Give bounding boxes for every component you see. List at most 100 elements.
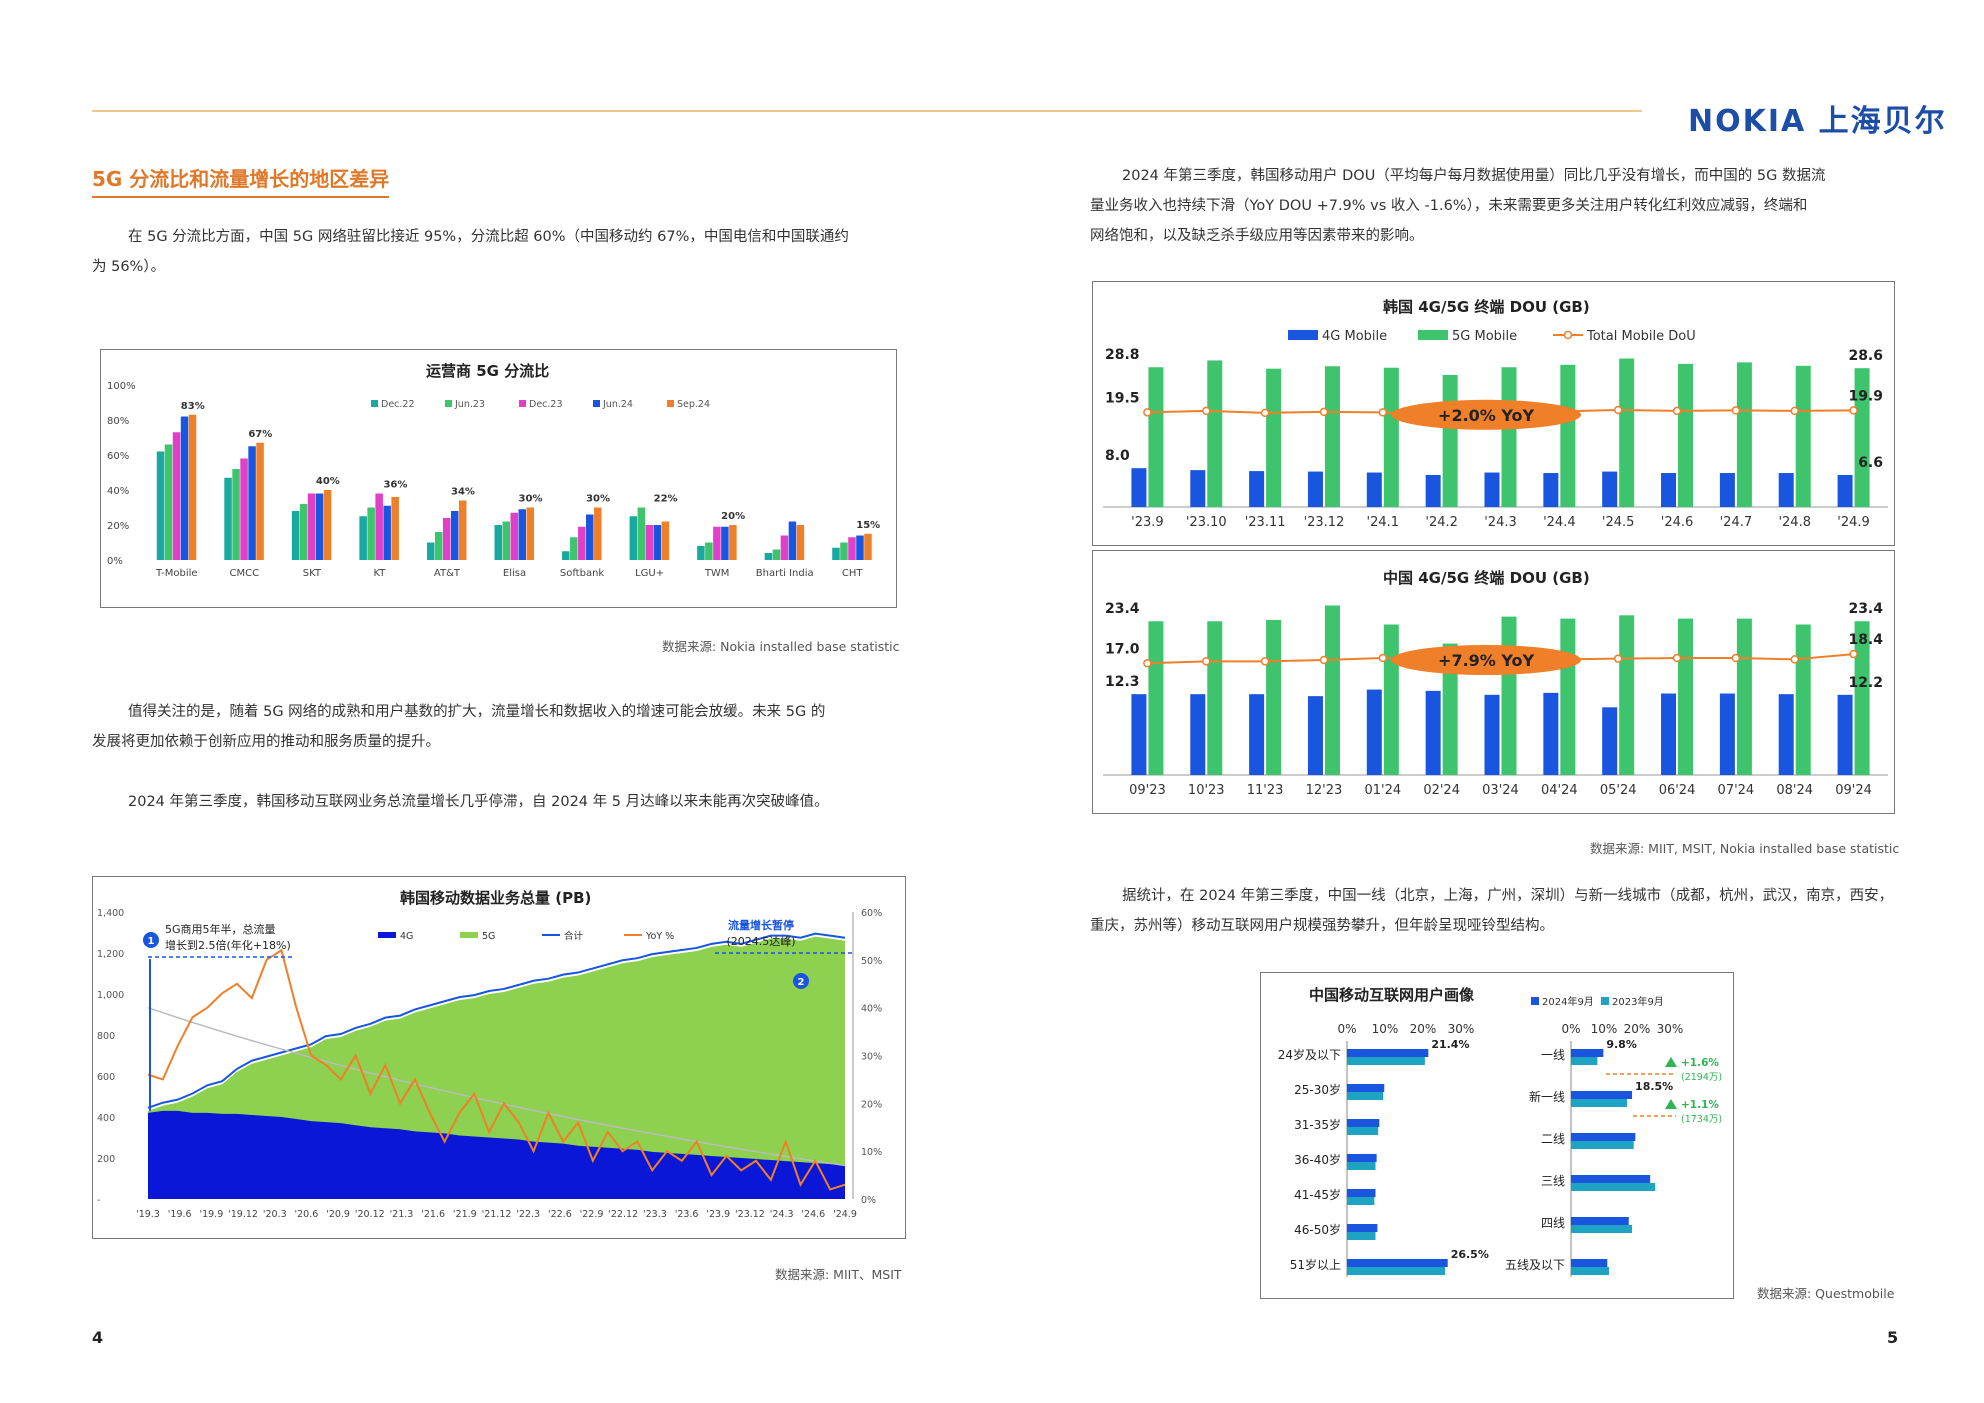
traffic-xtick: '19.6	[168, 1209, 192, 1220]
china-dou-xtick: 12'23	[1306, 783, 1343, 798]
china-dou-bar-5g	[1736, 618, 1752, 775]
users-age-data-label: 21.4%	[1431, 1038, 1469, 1051]
china-dou-total-point	[1378, 653, 1388, 663]
china-dou-last-label: 18.4	[1848, 632, 1883, 648]
operator-xtick: AT&T	[434, 568, 461, 579]
china-dou-xtick: 10'23	[1188, 783, 1225, 798]
operator-bar	[729, 525, 737, 560]
korea-dou-bar-5g	[1795, 365, 1811, 507]
traffic-xtick: '20.3	[263, 1209, 287, 1220]
operator-xtick: Bharti India	[756, 568, 814, 579]
operator-bar	[156, 451, 165, 560]
left-para1-line2: 为 56%）。	[92, 259, 166, 275]
users-city-data-label: 9.8%	[1606, 1038, 1637, 1051]
operator-legend-swatch	[593, 400, 600, 407]
users-age-bar-2023	[1347, 1162, 1376, 1170]
china-dou-total-point	[1790, 655, 1799, 664]
traffic-xtick: '22.6	[548, 1209, 572, 1220]
traffic-legend-label: 5G	[482, 931, 495, 942]
users-age-bar-2024	[1347, 1224, 1378, 1232]
users-legend-swatch	[1601, 997, 1609, 1005]
traffic-xtick: '22.12	[608, 1209, 638, 1220]
operator-bar	[367, 507, 375, 560]
users-growth2: +1.1%	[1681, 1099, 1719, 1111]
china-users-svg: 2024年9月 2023年9月 0% 10% 20% 30% 24岁及以下 21.4% 25-3…	[1278, 995, 1722, 1277]
users-age-bar-2024	[1347, 1154, 1377, 1162]
right-para1-line2: 量业务收入也持续下滑（YoY DOU +7.9% vs 收入 -1.6%），未来…	[1090, 198, 1808, 214]
traffic-legend-label: 合计	[564, 930, 584, 942]
korea-dou-bar-4g	[1484, 472, 1500, 507]
korea-dou-bar-4g	[1190, 470, 1206, 507]
china-dou-bar-5g	[1795, 624, 1811, 775]
traffic-xtick: '21.12	[482, 1209, 512, 1220]
operator-bar	[291, 511, 300, 560]
china-dou-bar-5g	[1383, 624, 1399, 775]
china-dou-total-point	[1613, 654, 1623, 663]
header-rule	[92, 110, 1642, 112]
traffic-right-tick: 0%	[861, 1195, 876, 1206]
operator-bar	[494, 525, 502, 560]
operator-legend-swatch	[667, 400, 674, 407]
korea-dou-bar-5g	[1619, 358, 1635, 507]
users-city-bar-2024	[1571, 1049, 1604, 1057]
korea-dou-xtick: '24.1	[1367, 515, 1400, 530]
korea-dou-total-point	[1143, 408, 1152, 417]
users-city-axis-tick: 30%	[1657, 1022, 1684, 1036]
china-dou-total-point	[1260, 657, 1270, 666]
korea-dou-bar-5g	[1854, 368, 1870, 507]
operator-bar	[832, 547, 840, 560]
korea-traffic-title: 韩国移动数据业务总量 (PB)	[400, 889, 592, 907]
korea-dou-bar-5g	[1207, 360, 1223, 507]
operator-xtick: Softbank	[560, 568, 605, 579]
china-dou-xtick: 08'24	[1776, 783, 1813, 798]
users-city-bar-2024	[1571, 1217, 1629, 1225]
operator-bar	[796, 525, 805, 560]
korea-dou-xtick: '24.2	[1425, 515, 1458, 530]
operator-bar	[637, 507, 646, 560]
traffic-badge-2-text: 2	[798, 977, 805, 988]
operator-bar	[383, 505, 391, 560]
users-age-bar-2024	[1347, 1259, 1448, 1267]
operator-bar	[458, 500, 467, 560]
operator-data-label: 30%	[519, 494, 543, 505]
china-dou-bar-5g	[1148, 621, 1164, 775]
operator-xtick: T-Mobile	[155, 568, 198, 579]
page-number-left: 4	[92, 1328, 104, 1347]
users-age-bar-2024	[1347, 1189, 1376, 1197]
china-dou-xtick: 05'24	[1600, 783, 1637, 798]
korea-dou-bar-4g	[1778, 473, 1794, 507]
korea-dou-bar-4g	[1249, 471, 1265, 507]
korea-dou-xtick: '23.12	[1304, 515, 1345, 530]
users-city-category: 三线	[1541, 1174, 1565, 1188]
operator-bar	[359, 516, 367, 560]
users-growth2-sub: (1734万)	[1681, 1114, 1722, 1125]
traffic-xtick: '20.9	[326, 1209, 350, 1220]
korea-dou-total-point	[1731, 406, 1741, 415]
korea-dou-legend-label: Total Mobile DoU	[1586, 329, 1696, 344]
traffic-right-tick: 40%	[861, 1004, 882, 1015]
operator-bar	[526, 507, 534, 560]
china-dou-xtick: 01'24	[1364, 783, 1401, 798]
traffic-xtick: '20.6	[295, 1209, 319, 1220]
right-source1: 数据来源: MIIT, MSIT, Nokia installed base s…	[1590, 841, 1900, 856]
china-dou-xtick: 09'23	[1129, 783, 1166, 798]
operator-bar	[426, 542, 435, 560]
operator-bar	[323, 490, 332, 560]
users-city-bar-2024	[1571, 1091, 1633, 1099]
operator-bar	[442, 518, 451, 560]
traffic-left-tick: 1,200	[97, 949, 124, 960]
china-dou-total-point	[1202, 657, 1211, 666]
nokia-logo: NOKIA 上海贝尔	[1688, 104, 1947, 139]
left-source2: 数据来源: MIIT、MSIT	[775, 1267, 902, 1282]
operator-bar	[256, 442, 264, 560]
left-para1-line1: 在 5G 分流比方面，中国 5G 网络驻留比接近 95%，分流比超 60%（中国…	[128, 229, 849, 245]
operator-xtick: CHT	[842, 568, 864, 579]
operator-xtick: TWM	[704, 568, 730, 579]
operator-bar	[713, 526, 721, 560]
china-dou-total-point	[1731, 653, 1741, 663]
korea-dou-legend-marker	[1563, 330, 1573, 340]
operator-bar	[721, 526, 729, 560]
operator-bar	[434, 532, 443, 560]
china-dou-callout: +7.9% YoY	[1438, 651, 1534, 670]
operator-chart-title: 运营商 5G 分流比	[426, 362, 550, 380]
